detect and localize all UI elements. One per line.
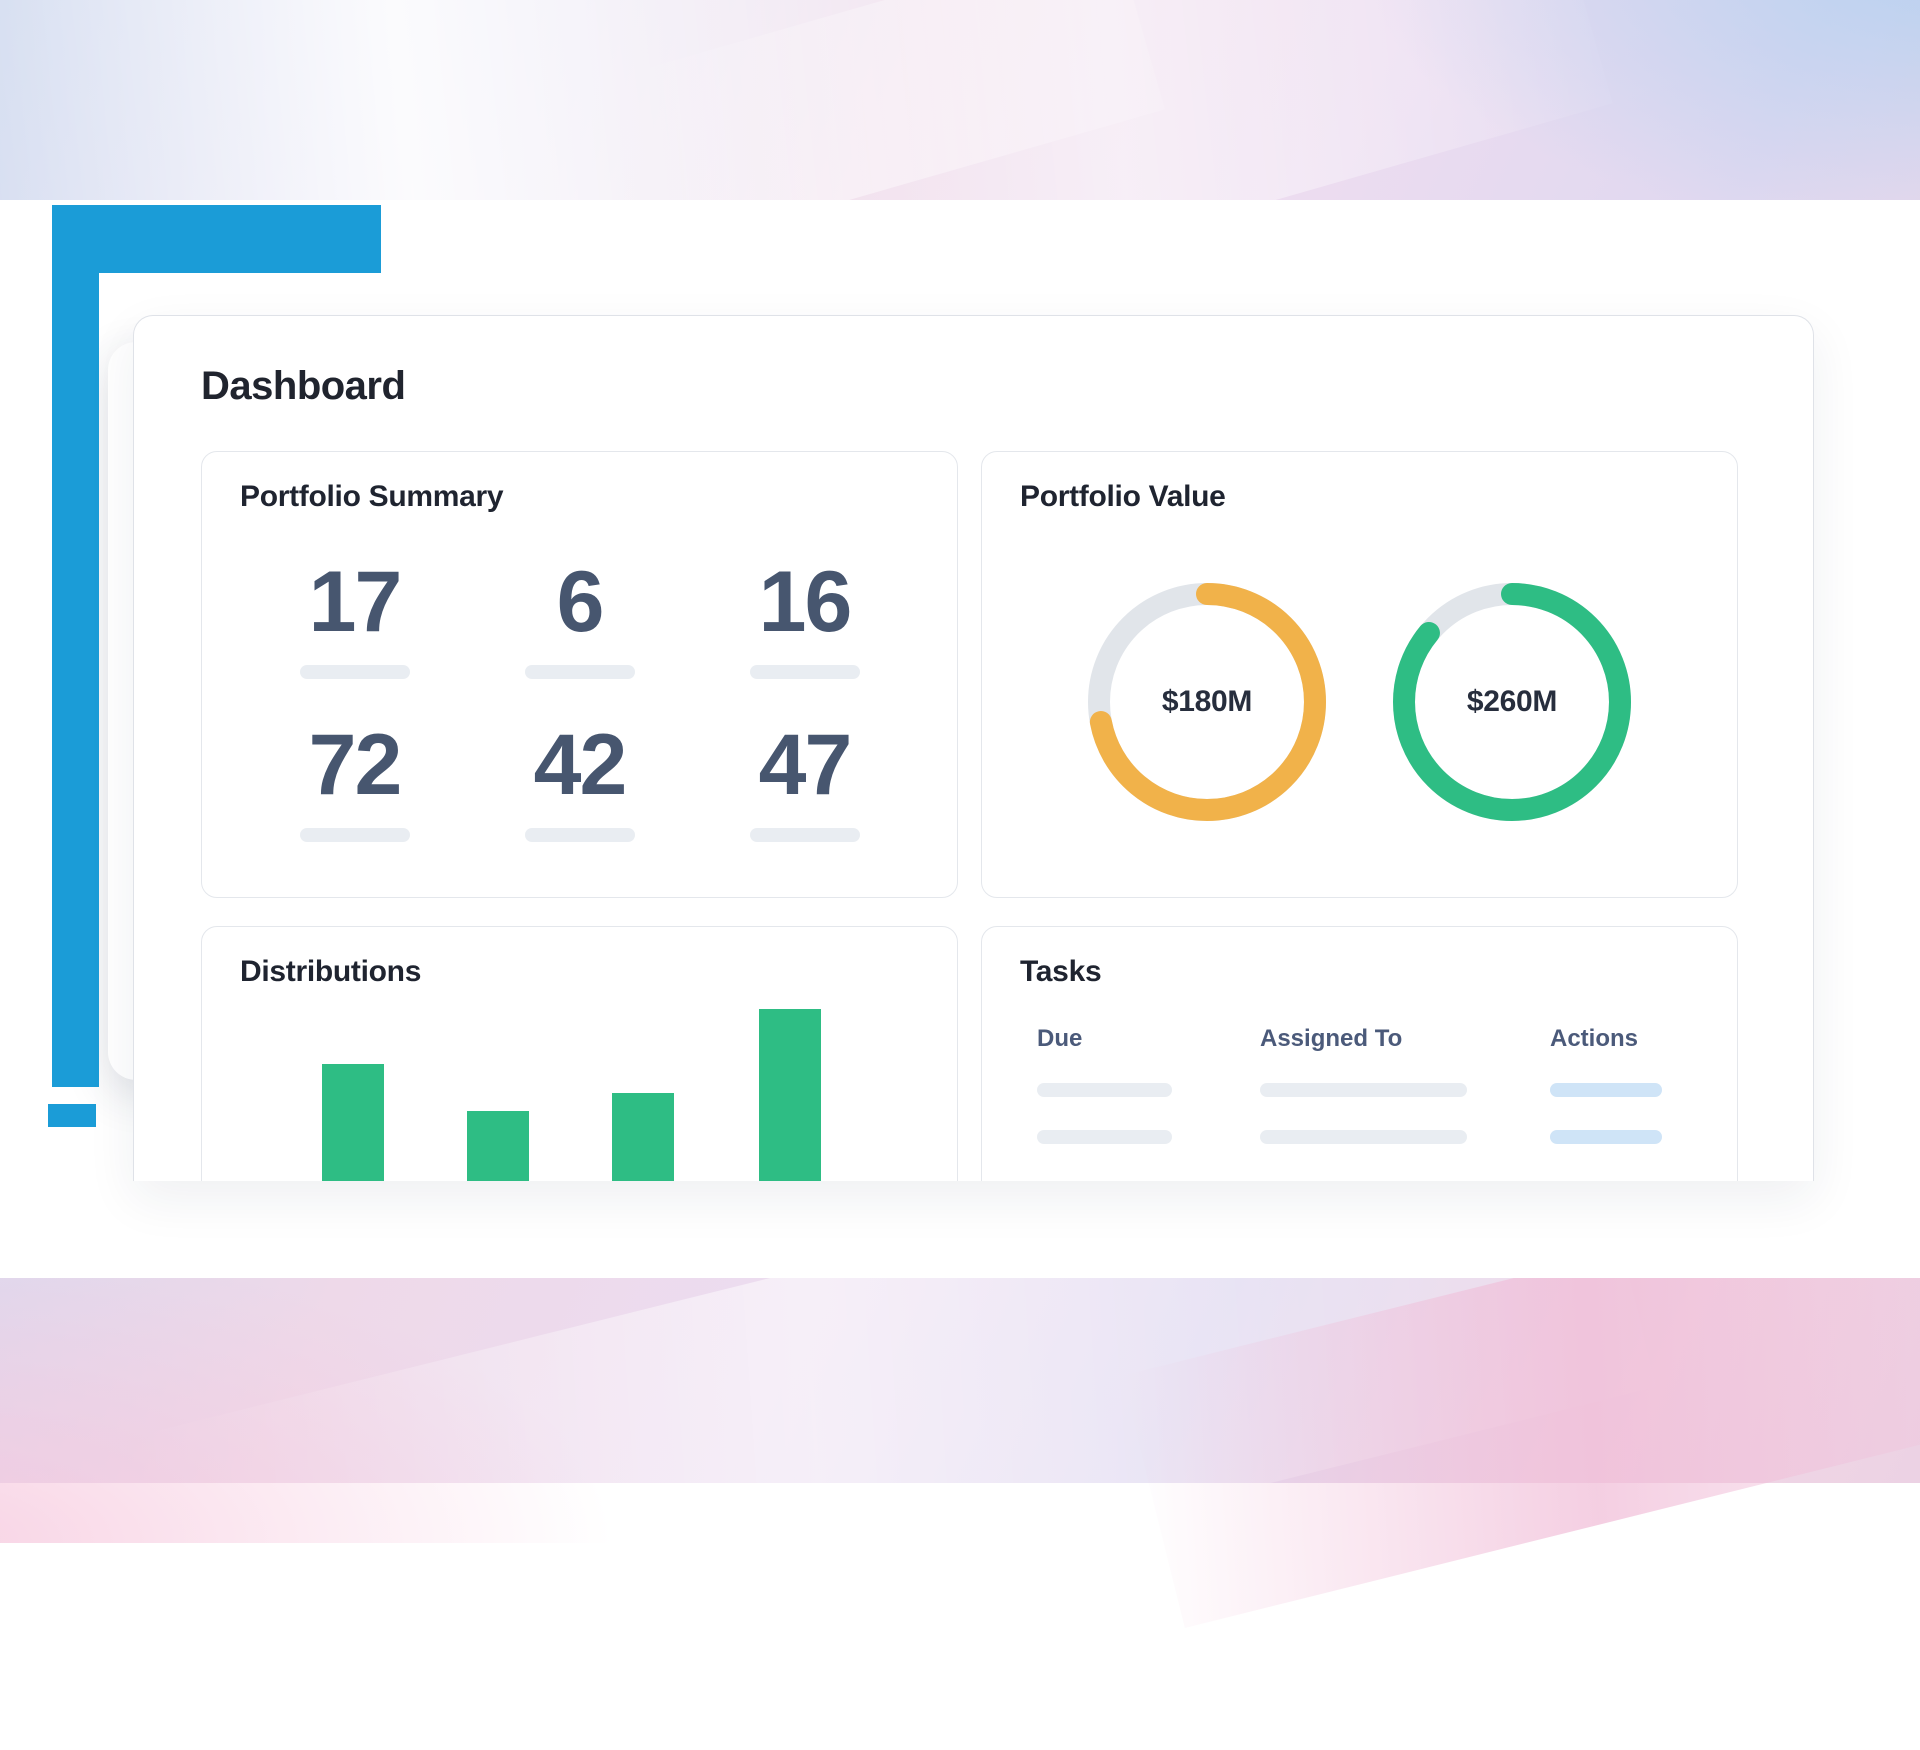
card-title: Distributions	[240, 955, 422, 988]
card-portfolio-summary: Portfolio Summary 17 6 16 72 42	[201, 451, 958, 898]
column-header-assigned-to: Assigned To	[1260, 1025, 1403, 1052]
stat-underline	[299, 827, 410, 842]
stat-underline	[524, 665, 635, 680]
donut-chart: $180M	[1087, 582, 1327, 822]
assigned-to-placeholder	[1260, 1130, 1467, 1144]
action-button-placeholder[interactable]	[1550, 1130, 1662, 1144]
stat: 72	[242, 701, 467, 864]
action-button-placeholder[interactable]	[1550, 1083, 1662, 1097]
chart-bar	[322, 1064, 384, 1181]
card-tasks: Tasks Due Assigned To Actions	[981, 926, 1738, 1181]
page-title: Dashboard	[201, 364, 406, 408]
stat-underline	[524, 827, 635, 842]
card-title: Portfolio Value	[1020, 480, 1226, 513]
stats-grid: 17 6 16 72 42 47	[242, 538, 917, 863]
donut-label: $180M	[1161, 685, 1253, 718]
stat: 6	[467, 538, 692, 701]
donut-arc	[1393, 583, 1631, 821]
stat-value: 17	[308, 554, 403, 651]
card-portfolio-value: Portfolio Value $180M $260M	[981, 451, 1738, 898]
card-distributions: Distributions	[201, 926, 958, 1181]
donut-chart: $260M	[1392, 582, 1632, 822]
stat: 16	[692, 538, 917, 701]
chart-bar	[467, 1110, 529, 1181]
due-placeholder	[1037, 1083, 1172, 1097]
stat: 17	[242, 538, 467, 701]
due-placeholder	[1037, 1130, 1172, 1144]
assigned-to-placeholder	[1260, 1083, 1467, 1097]
donut-arc	[1088, 583, 1326, 821]
dashboard-window: Dashboard Portfolio Summary 17 6 16 72 4…	[133, 315, 1814, 1181]
stat-underline	[299, 665, 410, 680]
stat: 42	[467, 701, 692, 864]
stat-value: 6	[556, 554, 605, 651]
card-title: Tasks	[1020, 955, 1102, 988]
stat-value: 72	[308, 716, 403, 813]
stat-value: 42	[533, 716, 628, 813]
card-title: Portfolio Summary	[240, 480, 504, 513]
chart-bar	[759, 1009, 821, 1181]
stat-underline	[749, 827, 860, 842]
stat-value: 16	[758, 554, 853, 651]
donut-label: $260M	[1466, 685, 1558, 718]
chart-bar	[612, 1092, 674, 1181]
blue-accent-vertical-bar	[52, 205, 99, 1087]
blue-accent-horizontal-bar	[52, 205, 381, 273]
stat-value: 47	[758, 716, 853, 813]
blue-accent-square	[48, 1104, 96, 1127]
column-header-actions: Actions	[1550, 1025, 1639, 1052]
stat: 47	[692, 701, 917, 864]
stat-underline	[749, 665, 860, 680]
column-header-due: Due	[1037, 1025, 1083, 1052]
